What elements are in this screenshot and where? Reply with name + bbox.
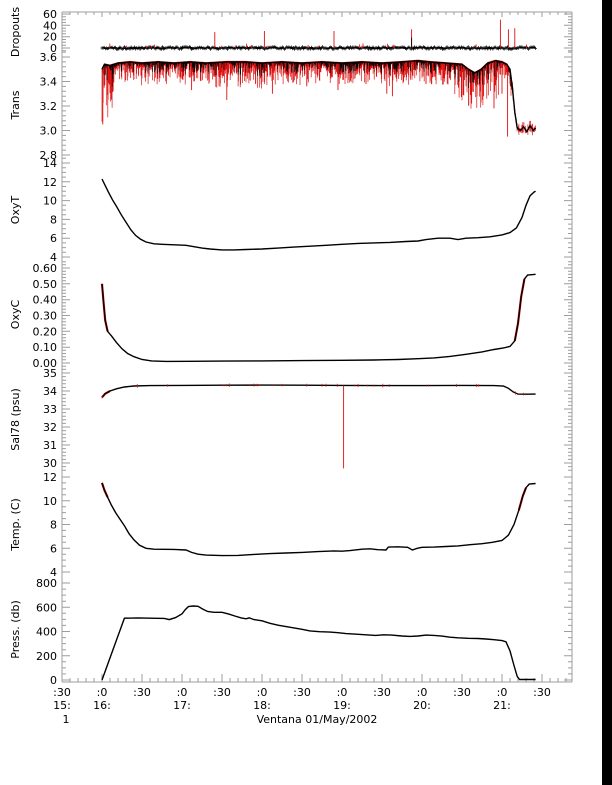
x-tick-label: :30 [293,686,311,699]
x-hour-label: 19: [333,699,351,712]
x-tick-label: :0 [257,686,268,699]
y-tick-label: 12 [43,471,57,484]
y-tick-label: 20 [43,31,57,44]
series-temp [101,482,536,557]
axes-and-ticks [61,11,573,683]
x-tick-label: :30 [213,686,231,699]
y-tick-label: 0 [50,674,57,687]
y-axis-title-dropouts: Dropouts [9,7,22,57]
y-tick-label: 3.6 [40,51,58,64]
y-tick-label: 6 [50,232,57,245]
y-tick-label: 30 [43,457,57,470]
y-tick-label: 14 [43,157,57,170]
y-tick-label: 600 [36,601,57,614]
y-tick-label: 10 [43,195,57,208]
y-tick-label: 33 [43,403,57,416]
y-tick-label: 800 [36,577,57,590]
x-tick-label: :0 [177,686,188,699]
x-tick-label: :0 [417,686,428,699]
y-tick-label: 6 [50,542,57,555]
x-hour-label: 15: [53,699,71,712]
y-tick-label: 0.60 [33,262,58,275]
x-tick-label: :30 [533,686,551,699]
x-tick-label: :30 [453,686,471,699]
series-sal78 [101,384,536,398]
deep-red-spikes-trans [102,61,509,137]
x-tick-label: :0 [497,686,508,699]
y-axis-title-press: Press. (db) [9,600,22,659]
y-axis-title-sal78: Sal78 (psu) [9,388,22,451]
y-tick-label: 0.00 [33,357,58,370]
red-fuzz-sal78 [101,383,524,399]
y-axis-title-oxyc: OxyC [9,300,22,330]
y-tick-label: 35 [43,367,57,380]
x-hour-label: 18: [253,699,271,712]
x-hour-label: 20: [413,699,431,712]
y-tick-label: 0.50 [33,278,58,291]
x-hour-label: 16: [93,699,111,712]
series-trans [101,59,537,134]
y-tick-label: 0.30 [33,310,58,323]
y-tick-label: 0.40 [33,294,58,307]
y-axis-title-trans: Trans [9,90,22,120]
page-number: 1 [63,713,70,726]
x-tick-label: :30 [133,686,151,699]
y-tick-label: 12 [43,176,57,189]
y-tick-label: 8 [50,213,57,226]
x-tick-label: :30 [53,686,71,699]
series-oxyt [101,178,536,251]
x-tick-label: :0 [97,686,108,699]
y-tick-label: 0.10 [33,341,58,354]
y-tick-label: 0.20 [33,325,58,338]
baseline-red-fuzz [109,43,527,48]
y-tick-label: 3.0 [40,125,58,138]
y-tick-label: 400 [36,626,57,639]
series-oxyc [101,273,536,363]
y-tick-label: 10 [43,495,57,508]
y-tick-label: 4 [50,251,57,264]
y-tick-label: 200 [36,650,57,663]
y-tick-label: 3.4 [40,76,58,89]
y-tick-label: 8 [50,519,57,532]
x-tick-label: :0 [337,686,348,699]
y-tick-label: 34 [43,385,57,398]
y-tick-label: 40 [43,19,57,32]
y-tick-label: 60 [43,8,57,21]
y-tick-label: 31 [43,439,57,452]
y-axis-title-temp: Temp. (C) [9,498,22,552]
series-press [101,605,536,681]
y-tick-label: 2.8 [40,149,58,162]
right-black-band [602,0,612,785]
x-hour-label: 21: [493,699,511,712]
figure-title: Ventana 01/May/2002 [257,713,378,726]
y-tick-label: 3.2 [40,100,58,113]
y-tick-label: 0 [50,42,57,55]
x-tick-label: :30 [373,686,391,699]
y-tick-label: 32 [43,421,57,434]
y-tick-label: 4 [50,566,57,579]
y-axis-title-oxyt: OxyT [9,196,22,225]
x-hour-label: 17: [173,699,191,712]
